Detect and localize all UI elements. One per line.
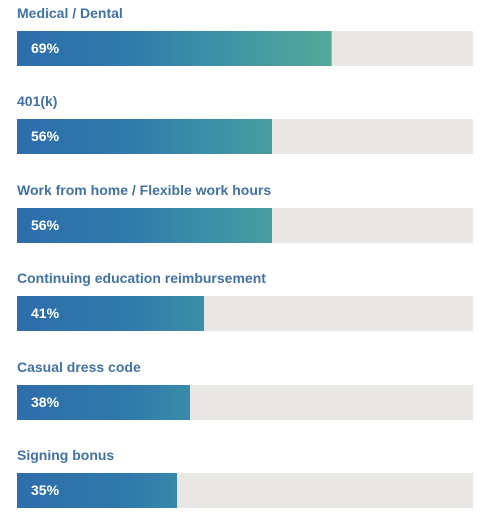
value-label: 56% — [31, 216, 60, 233]
bar-track: 56% — [17, 119, 473, 155]
bar-track: 35% — [17, 473, 473, 508]
bar-row: Work from home / Flexible work hours 56% — [17, 181, 473, 261]
bar: 69% — [17, 31, 332, 66]
bar: 35% — [17, 473, 177, 508]
bar-row: Signing bonus 35% — [17, 446, 473, 526]
value-label: 69% — [31, 40, 60, 56]
bar-row: 401(k) 56% — [17, 92, 473, 172]
bar-row: Casual dress code 38% — [17, 358, 473, 438]
bar-track: 41% — [17, 296, 473, 332]
value-label: 56% — [31, 128, 60, 145]
value-label: 35% — [31, 482, 60, 498]
category-label: 401(k) — [17, 93, 58, 110]
bar-track: 69% — [17, 31, 473, 66]
bar: 41% — [17, 296, 204, 332]
value-label: 38% — [31, 393, 60, 410]
category-label: Work from home / Flexible work hours — [17, 181, 272, 198]
bar-track: 38% — [17, 384, 473, 420]
bar-row: Continuing education reimbursement 41% — [17, 269, 473, 349]
bar: 56% — [17, 119, 273, 155]
category-label: Continuing education reimbursement — [17, 270, 266, 287]
bar-track: 56% — [17, 207, 473, 243]
category-label: Casual dress code — [17, 358, 141, 375]
bar: 38% — [17, 384, 191, 420]
value-label: 41% — [31, 305, 60, 322]
bar: 56% — [17, 207, 273, 243]
bar-row: Medical / Dental 69% — [17, 4, 473, 84]
category-label: Signing bonus — [17, 447, 115, 463]
category-label: Medical / Dental — [17, 5, 123, 21]
